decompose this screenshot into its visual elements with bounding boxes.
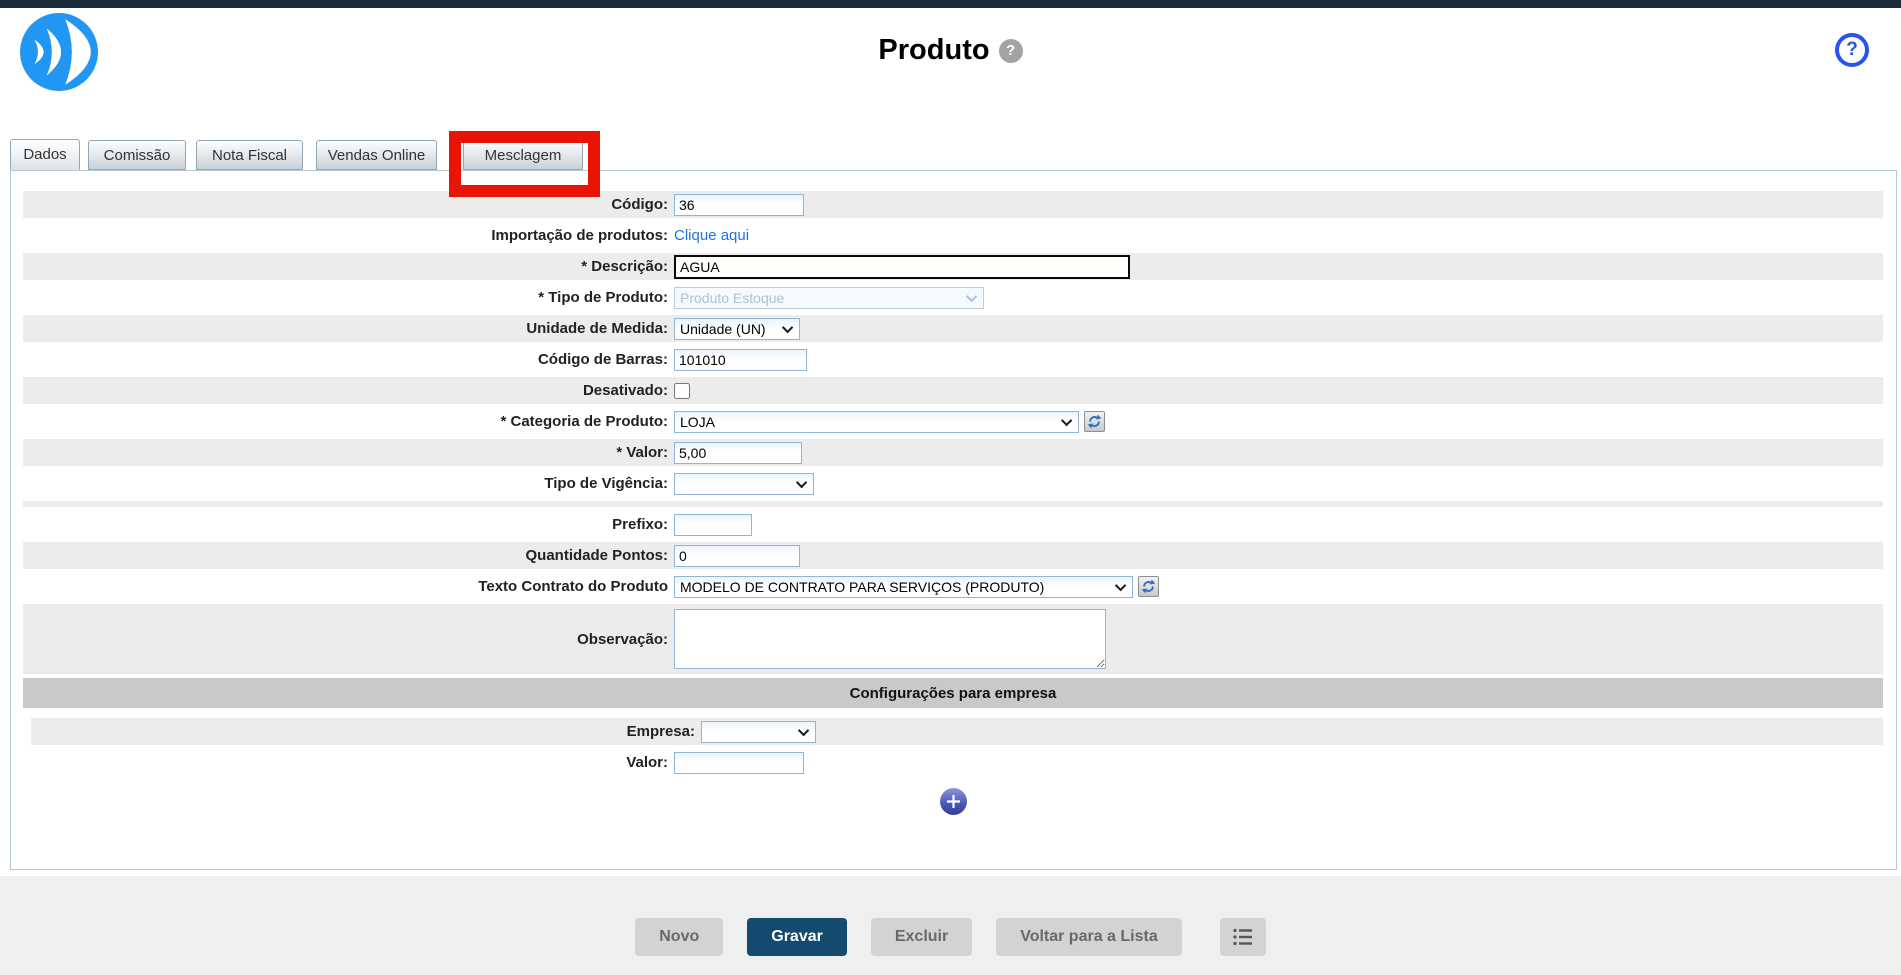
row-descricao: * Descrição: bbox=[23, 253, 1883, 280]
gravar-button[interactable]: Gravar bbox=[747, 918, 847, 956]
tab-nota-fiscal[interactable]: Nota Fiscal bbox=[196, 140, 303, 170]
row-pontos: Quantidade Pontos: bbox=[23, 542, 1883, 569]
categoria-refresh-button[interactable] bbox=[1084, 411, 1105, 432]
valor-label: * Valor: bbox=[616, 444, 668, 461]
plus-icon bbox=[946, 795, 960, 808]
barras-label: Código de Barras: bbox=[537, 351, 668, 368]
title-help-icon[interactable]: ? bbox=[998, 38, 1023, 63]
prefixo-label: Prefixo: bbox=[612, 516, 668, 533]
tab-mesclagem[interactable]: Mesclagem bbox=[463, 140, 583, 170]
list-icon bbox=[1233, 928, 1252, 946]
action-footer: Novo Gravar Excluir Voltar para a Lista bbox=[0, 876, 1901, 975]
top-navy-bar bbox=[0, 0, 1901, 8]
row-desativado: Desativado: bbox=[23, 377, 1883, 404]
valor-empresa-input[interactable] bbox=[674, 751, 804, 774]
list-view-button[interactable] bbox=[1219, 918, 1266, 956]
tabbar-divider bbox=[10, 170, 1897, 171]
desativado-checkbox[interactable] bbox=[674, 382, 690, 399]
page-help-icon[interactable]: ? bbox=[1835, 33, 1869, 67]
dados-tab-panel: Código: Importação de produtos: Clique a… bbox=[10, 171, 1897, 870]
chevron-down-icon bbox=[1060, 414, 1073, 426]
chevron-down-icon bbox=[965, 290, 978, 302]
barras-input[interactable] bbox=[674, 348, 807, 371]
row-codigo: Código: bbox=[23, 191, 1883, 218]
row-valor-empresa: Valor: bbox=[23, 749, 1883, 776]
row-tipo-produto: * Tipo de Produto: Produto Estoque bbox=[23, 284, 1883, 311]
chevron-down-icon bbox=[797, 724, 810, 736]
app-logo-icon[interactable] bbox=[20, 13, 98, 91]
row-barras: Código de Barras: bbox=[23, 346, 1883, 373]
tab-comissao[interactable]: Comissão bbox=[88, 140, 186, 170]
codigo-input[interactable] bbox=[674, 193, 804, 216]
descricao-input[interactable] bbox=[674, 254, 1130, 279]
page-title: Produto ? bbox=[878, 34, 1023, 67]
codigo-label: Código: bbox=[611, 196, 668, 213]
refresh-icon bbox=[1141, 579, 1156, 594]
empresa-select[interactable] bbox=[701, 720, 816, 743]
contrato-select[interactable]: MODELO DE CONTRATO PARA SERVIÇOS (PRODUT… bbox=[674, 575, 1133, 598]
spacer-row bbox=[23, 501, 1883, 507]
contrato-refresh-button[interactable] bbox=[1138, 576, 1159, 597]
descricao-label: * Descrição: bbox=[581, 258, 668, 275]
categoria-select[interactable]: LOJA bbox=[674, 410, 1079, 433]
row-prefixo: Prefixo: bbox=[23, 511, 1883, 538]
observacao-label: Observação: bbox=[577, 630, 668, 648]
row-empresa: Empresa: bbox=[31, 718, 1883, 745]
vigencia-label: Tipo de Vigência: bbox=[544, 475, 668, 492]
valor-empresa-label: Valor: bbox=[626, 754, 668, 771]
tab-vendas-online[interactable]: Vendas Online bbox=[316, 140, 437, 170]
valor-input[interactable] bbox=[674, 441, 802, 464]
unidade-select[interactable]: Unidade (UN) bbox=[674, 317, 800, 340]
importacao-link[interactable]: Clique aqui bbox=[674, 227, 750, 244]
vigencia-select[interactable] bbox=[674, 472, 814, 495]
tipo-produto-label: * Tipo de Produto: bbox=[538, 289, 668, 306]
row-categoria: * Categoria de Produto: LOJA bbox=[23, 408, 1883, 435]
chevron-down-icon bbox=[781, 321, 794, 333]
row-observacao: Observação: bbox=[23, 604, 1883, 674]
tab-bar: Dados Comissão Nota Fiscal Vendas Online… bbox=[10, 139, 583, 170]
chevron-down-icon bbox=[1114, 579, 1127, 591]
refresh-icon bbox=[1087, 414, 1102, 429]
chevron-down-icon bbox=[795, 476, 808, 488]
tab-dados[interactable]: Dados bbox=[10, 139, 80, 170]
importacao-label: Importação de produtos: bbox=[491, 227, 668, 244]
excluir-button[interactable]: Excluir bbox=[870, 918, 973, 956]
add-empresa-button[interactable] bbox=[939, 788, 967, 815]
row-valor: * Valor: bbox=[23, 439, 1883, 466]
pontos-input[interactable] bbox=[674, 544, 800, 567]
row-contrato: Texto Contrato do Produto MODELO DE CONT… bbox=[23, 573, 1883, 600]
contrato-label: Texto Contrato do Produto bbox=[478, 578, 668, 595]
section-configuracoes-empresa: Configurações para empresa bbox=[23, 678, 1883, 708]
empresa-label: Empresa: bbox=[626, 723, 695, 740]
voltar-lista-button[interactable]: Voltar para a Lista bbox=[996, 918, 1182, 956]
observacao-textarea[interactable] bbox=[674, 609, 1106, 669]
categoria-label: * Categoria de Produto: bbox=[500, 413, 668, 430]
desativado-label: Desativado: bbox=[582, 382, 668, 399]
novo-button[interactable]: Novo bbox=[635, 918, 724, 956]
row-vigencia: Tipo de Vigência: bbox=[23, 470, 1883, 497]
pontos-label: Quantidade Pontos: bbox=[525, 547, 669, 564]
row-importacao: Importação de produtos: Clique aqui bbox=[23, 222, 1883, 249]
tipo-produto-select: Produto Estoque bbox=[674, 286, 984, 309]
unidade-label: Unidade de Medida: bbox=[526, 320, 668, 337]
prefixo-input[interactable] bbox=[674, 513, 752, 536]
row-unidade: Unidade de Medida: Unidade (UN) bbox=[23, 315, 1883, 342]
